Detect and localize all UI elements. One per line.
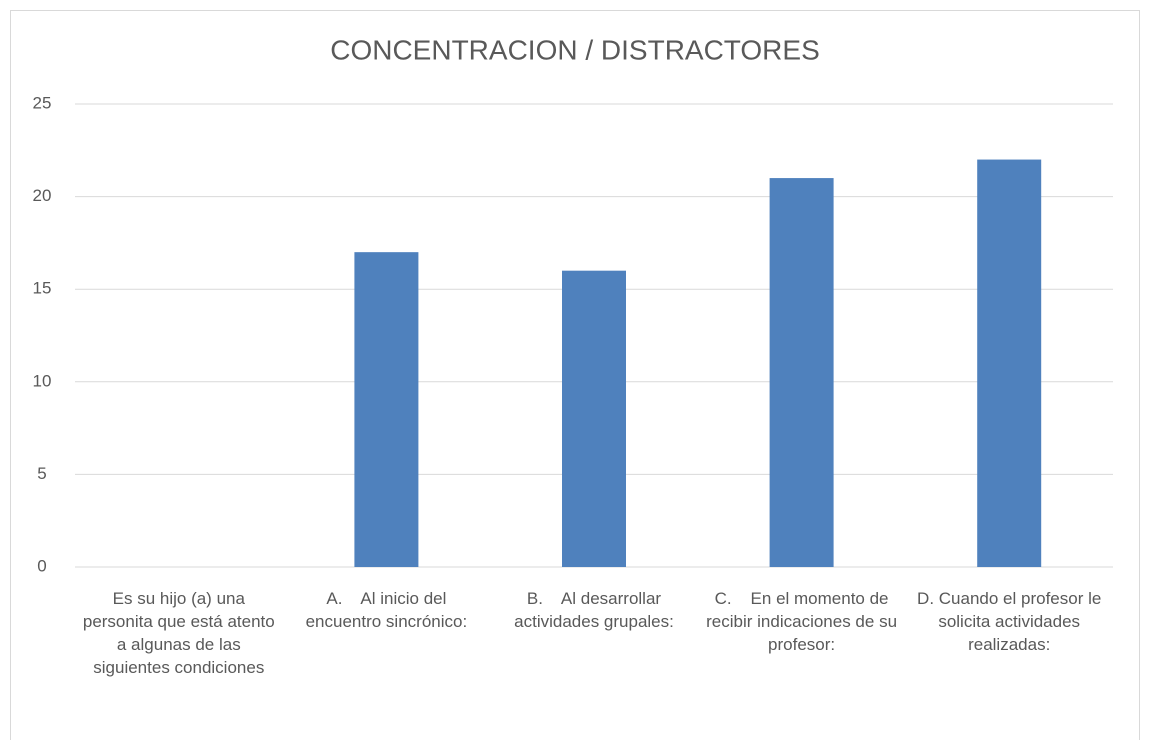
x-tick-label: A. Al inicio del encuentro sincrónico: [305,589,468,631]
y-tick-label: 5 [37,464,46,483]
x-tick-label: C. En el momento de recibir indicaciones… [706,589,902,654]
bar [977,159,1042,567]
y-tick-label: 10 [33,371,52,390]
chart-title: CONCENTRACION / DISTRACTORES [330,34,820,65]
chart-frame [10,10,1140,740]
y-tick-label: 25 [33,93,52,112]
x-tick-label: D. Cuando el profesor le solicita activi… [917,589,1107,654]
y-tick-label: 0 [37,556,46,575]
bar [562,270,626,567]
x-tick-label: Es su hijo (a) una personita que está at… [82,589,280,677]
bar [769,178,834,567]
x-tick-label: B. Al desarrollar actividades grupales: [514,589,674,631]
bar [354,252,419,567]
y-tick-label: 20 [33,186,52,205]
y-tick-label: 15 [33,279,52,298]
